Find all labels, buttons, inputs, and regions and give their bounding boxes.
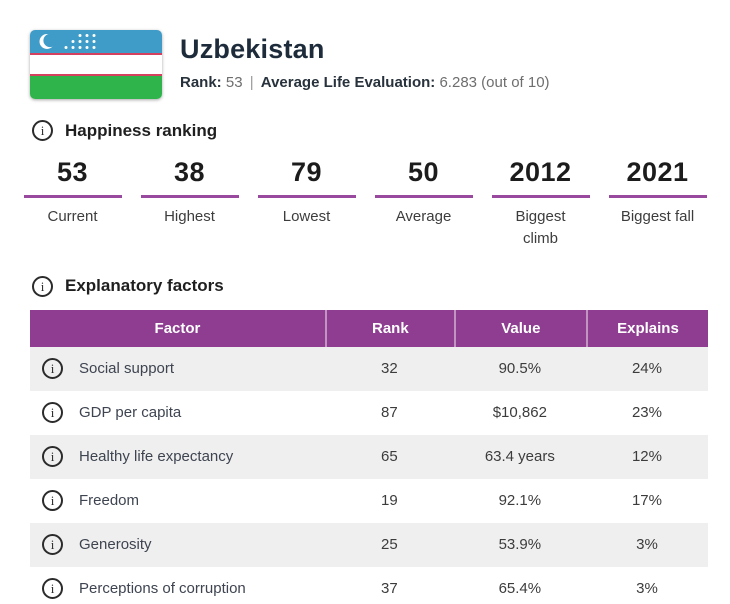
stat-value: 38 [173,157,206,187]
country-header-text: Uzbekistan Rank: 53 | Average Life Evalu… [180,30,550,91]
factor-rank: 19 [380,492,398,509]
factor-cell: i Generosity [30,534,325,555]
page-title: Uzbekistan [180,34,325,64]
stat-value: 2021 [626,157,689,187]
info-icon[interactable]: i [42,446,63,467]
explanatory-factors-table: Factor Rank Value Explains i Social supp… [30,309,708,604]
factor-cell: i Healthy life expectancy [30,446,325,467]
stat-biggest-fall: 2021 Biggest fall [599,157,716,250]
table-body: i Social support 32 90.5% 24% i GDP per … [30,346,708,604]
section-title-explanatory-factors: Explanatory factors [65,276,224,295]
stat-underline [374,195,473,198]
table-row: i Perceptions of corruption 37 65.4% 3% [30,566,708,604]
rank-label: Rank: [180,74,222,91]
explanatory-factors-heading: i Explanatory factors [32,275,730,297]
factor-value: 90.5% [498,360,542,377]
factor-name: Generosity [79,536,152,553]
factor-name: Perceptions of corruption [79,580,246,597]
happiness-ranking-heading: i Happiness ranking [32,120,730,141]
stat-label: Average [395,208,452,225]
table-row: i Healthy life expectancy 65 63.4 years … [30,434,708,479]
info-icon[interactable]: i [42,534,63,555]
table-row: i Freedom 19 92.1% 17% [30,478,708,523]
stat-value: 50 [407,157,440,187]
factor-name: GDP per capita [79,404,182,421]
stat-underline [491,195,590,198]
stat-lowest: 79 Lowest [248,157,365,250]
factor-cell: i Perceptions of corruption [30,578,325,599]
factor-rank: 37 [380,580,398,597]
info-icon[interactable]: i [32,120,53,141]
factor-rank: 65 [380,448,398,465]
table-header-row: Factor Rank Value Explains [30,309,708,347]
factor-name: Healthy life expectancy [79,448,234,465]
happiness-ranking-stats: 53 Current 38 Highest 79 Lowest 50 Avera… [14,157,716,250]
stat-value: 79 [290,157,323,187]
column-header-factor: Factor [154,319,201,337]
factor-value: 53.9% [498,536,542,553]
factor-explains: 12% [631,448,662,465]
factor-explains: 17% [631,492,662,509]
info-icon[interactable]: i [42,358,63,379]
life-eval-label: Average Life Evaluation: [260,74,436,91]
country-subtitle: Rank: 53 | Average Life Evaluation: 6.28… [180,74,550,91]
factor-name: Freedom [79,492,140,509]
uzbekistan-flag [30,30,162,99]
factor-rank: 25 [380,536,398,553]
factor-explains: 3% [636,580,658,597]
stat-highest: 38 Highest [131,157,248,250]
stat-average: 50 Average [365,157,482,250]
factor-explains: 24% [631,360,662,377]
subtitle-divider: | [249,74,254,91]
stat-value: 53 [56,157,89,187]
section-title-happiness-ranking: Happiness ranking [65,120,218,140]
stat-label: Lowest [282,208,331,225]
factor-explains: 23% [631,404,662,421]
info-icon[interactable]: i [42,490,63,511]
stat-underline [608,195,707,198]
factor-value: $10,862 [492,404,547,421]
info-icon[interactable]: i [42,578,63,599]
factor-value: 92.1% [498,492,542,509]
factor-rank: 32 [380,360,398,377]
info-icon[interactable]: i [42,402,63,423]
stat-label: Biggest fall [620,208,695,225]
table-row: i GDP per capita 87 $10,862 23% [30,390,708,435]
factor-cell: i Social support [30,358,325,379]
factor-value: 65.4% [498,580,542,597]
factor-rank: 87 [380,404,398,421]
stat-label: Highest [164,208,215,225]
stat-label: Biggest climb [515,208,566,247]
stat-biggest-climb: 2012 Biggest climb [482,157,599,250]
stat-label: Current [47,208,98,225]
factor-cell: i Freedom [30,490,325,511]
stat-underline [23,195,122,198]
stat-current: 53 Current [14,157,131,250]
country-header: Uzbekistan Rank: 53 | Average Life Evalu… [0,0,730,99]
life-eval-value: 6.283 (out of 10) [439,74,550,91]
column-header-value: Value [453,309,586,347]
table-row: i Generosity 25 53.9% 3% [30,522,708,567]
stat-underline [257,195,356,198]
factor-name: Social support [79,360,175,377]
table-row: i Social support 32 90.5% 24% [30,346,708,391]
factor-value: 63.4 years [484,448,555,465]
rank-value: 53 [225,74,243,91]
stat-value: 2012 [509,157,572,187]
factor-cell: i GDP per capita [30,402,325,423]
stat-underline [140,195,239,198]
column-header-explains: Explains [585,309,708,347]
factor-explains: 3% [636,536,658,553]
info-icon[interactable]: i [32,275,53,297]
column-header-rank: Rank [324,309,454,347]
